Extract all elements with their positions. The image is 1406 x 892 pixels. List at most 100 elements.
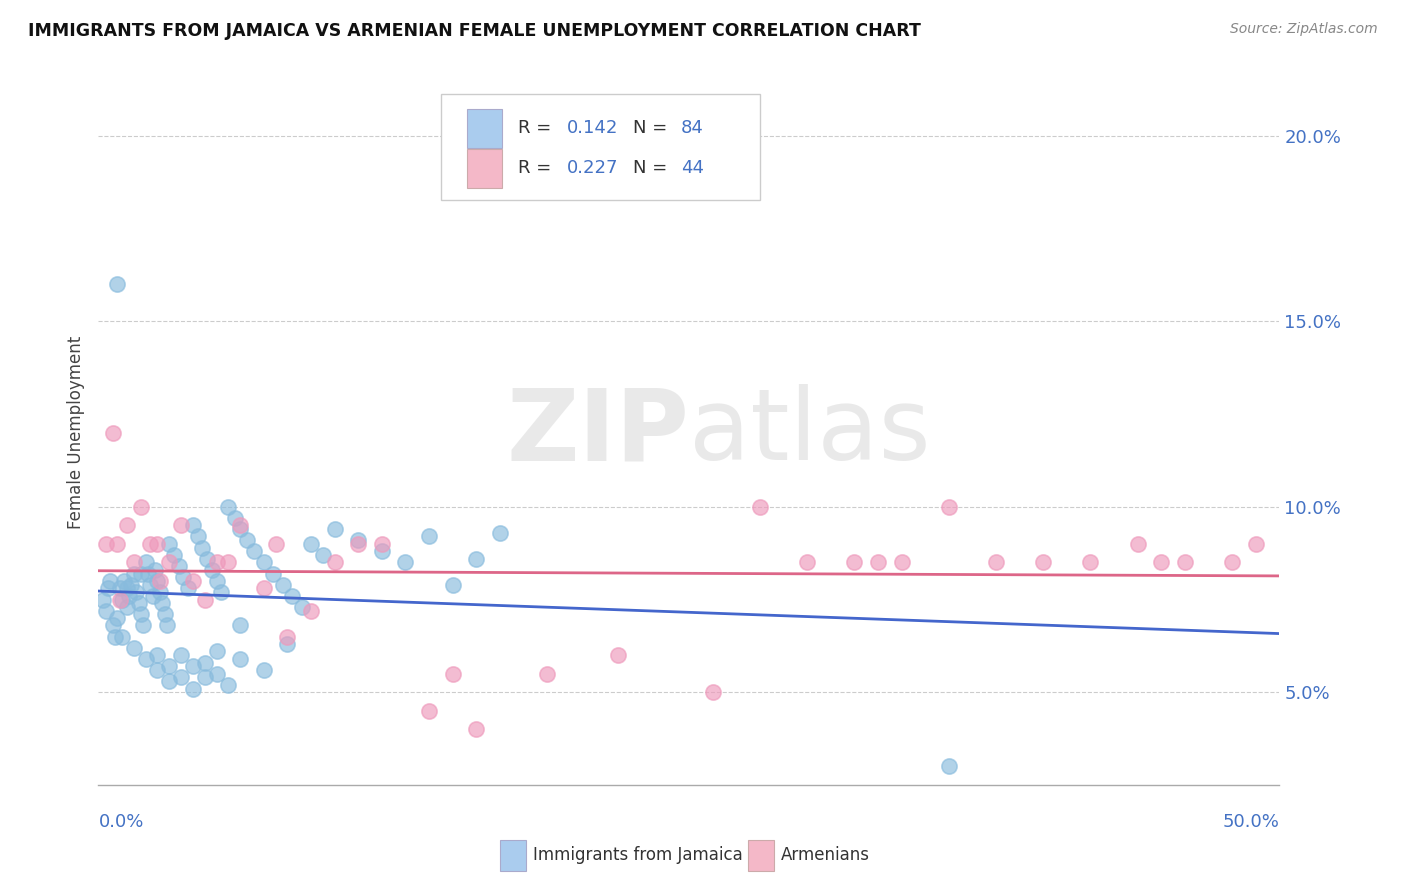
- Point: [229, 522, 252, 536]
- Point: [194, 656, 217, 670]
- Point: [142, 589, 165, 603]
- Point: [323, 556, 346, 570]
- Point: [170, 518, 193, 533]
- Point: [172, 570, 194, 584]
- Point: [115, 518, 138, 533]
- Point: [98, 574, 121, 588]
- FancyBboxPatch shape: [467, 149, 502, 187]
- Point: [94, 537, 117, 551]
- Point: [101, 425, 124, 440]
- Point: [866, 556, 889, 570]
- Text: IMMIGRANTS FROM JAMAICA VS ARMENIAN FEMALE UNEMPLOYMENT CORRELATION CHART: IMMIGRANTS FROM JAMAICA VS ARMENIAN FEMA…: [28, 22, 921, 40]
- Point: [136, 566, 159, 581]
- Point: [323, 522, 346, 536]
- FancyBboxPatch shape: [441, 95, 759, 200]
- Point: [108, 592, 131, 607]
- Text: N =: N =: [634, 160, 673, 178]
- Point: [938, 759, 960, 773]
- Point: [135, 652, 157, 666]
- Point: [149, 585, 172, 599]
- Point: [229, 652, 252, 666]
- Text: 0.142: 0.142: [567, 120, 619, 137]
- Point: [121, 577, 143, 591]
- Point: [153, 607, 176, 622]
- Point: [129, 500, 152, 514]
- Point: [290, 599, 312, 614]
- Point: [128, 596, 150, 610]
- Point: [890, 556, 912, 570]
- Point: [157, 674, 180, 689]
- Point: [157, 537, 180, 551]
- Point: [122, 640, 145, 655]
- Point: [105, 537, 128, 551]
- Point: [276, 637, 298, 651]
- Point: [489, 525, 512, 540]
- Point: [253, 663, 276, 677]
- Point: [271, 577, 294, 591]
- Point: [702, 685, 724, 699]
- Point: [243, 544, 266, 558]
- Point: [181, 659, 204, 673]
- Point: [143, 563, 166, 577]
- Point: [105, 611, 128, 625]
- Point: [264, 537, 287, 551]
- FancyBboxPatch shape: [501, 839, 526, 871]
- FancyBboxPatch shape: [467, 109, 502, 147]
- Point: [122, 566, 145, 581]
- Point: [201, 563, 224, 577]
- Point: [112, 574, 135, 588]
- Point: [1032, 556, 1054, 570]
- Point: [132, 618, 155, 632]
- Point: [465, 551, 488, 566]
- Point: [205, 574, 228, 588]
- Point: [108, 582, 131, 596]
- Point: [224, 511, 246, 525]
- Point: [1150, 556, 1173, 570]
- Point: [1080, 556, 1102, 570]
- Point: [441, 577, 464, 591]
- Point: [236, 533, 259, 548]
- Point: [441, 666, 464, 681]
- Text: N =: N =: [634, 120, 673, 137]
- Point: [253, 556, 276, 570]
- Point: [394, 556, 416, 570]
- Point: [125, 585, 148, 599]
- Point: [170, 648, 193, 662]
- Point: [465, 723, 488, 737]
- Point: [146, 574, 169, 588]
- Point: [1244, 537, 1267, 551]
- Point: [118, 589, 141, 603]
- Point: [139, 577, 162, 591]
- Point: [371, 544, 394, 558]
- Point: [177, 582, 200, 596]
- Point: [1220, 556, 1243, 570]
- Point: [195, 551, 218, 566]
- Point: [217, 556, 239, 570]
- Point: [229, 618, 252, 632]
- Point: [748, 500, 770, 514]
- Point: [536, 666, 558, 681]
- Point: [157, 556, 180, 570]
- Point: [170, 670, 193, 684]
- FancyBboxPatch shape: [748, 839, 773, 871]
- Point: [91, 592, 114, 607]
- Text: 0.227: 0.227: [567, 160, 619, 178]
- Point: [262, 566, 284, 581]
- Point: [299, 604, 322, 618]
- Point: [312, 548, 335, 562]
- Text: R =: R =: [517, 160, 557, 178]
- Point: [122, 556, 145, 570]
- Text: 84: 84: [681, 120, 703, 137]
- Point: [984, 556, 1007, 570]
- Point: [105, 277, 128, 292]
- Point: [104, 630, 127, 644]
- Text: 50.0%: 50.0%: [1223, 814, 1279, 831]
- Point: [796, 556, 818, 570]
- Point: [115, 582, 138, 596]
- Point: [187, 529, 209, 543]
- Point: [209, 585, 232, 599]
- Point: [157, 659, 180, 673]
- Point: [205, 666, 228, 681]
- Point: [156, 618, 179, 632]
- Text: ZIP: ZIP: [506, 384, 689, 481]
